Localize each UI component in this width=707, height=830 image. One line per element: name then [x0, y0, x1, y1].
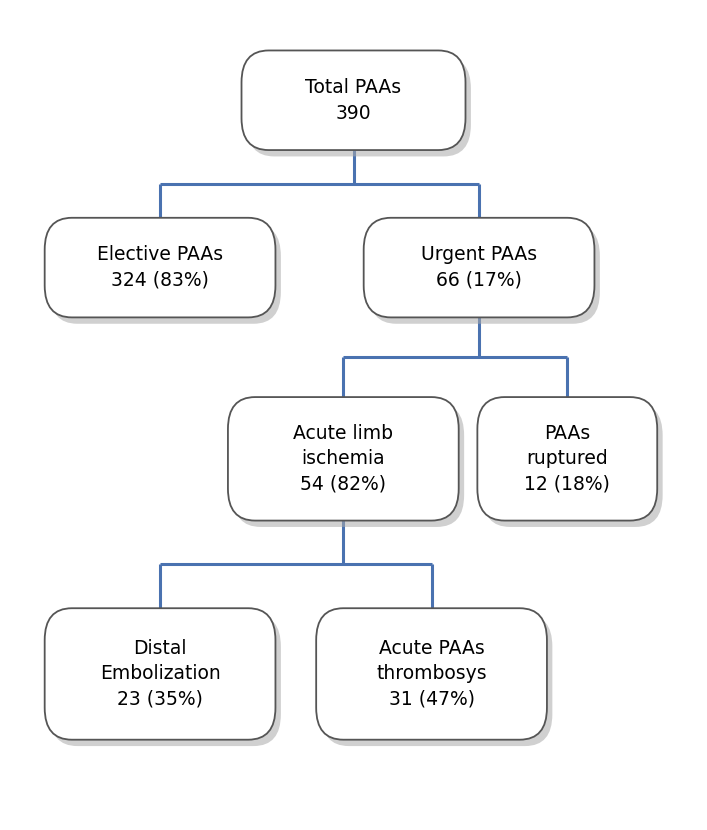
Text: Distal: Distal — [134, 639, 187, 658]
FancyBboxPatch shape — [477, 397, 658, 520]
Text: ischemia: ischemia — [301, 449, 385, 468]
FancyBboxPatch shape — [483, 403, 662, 527]
FancyBboxPatch shape — [247, 56, 471, 156]
Text: ruptured: ruptured — [527, 449, 608, 468]
FancyBboxPatch shape — [45, 217, 276, 317]
Text: Embolization: Embolization — [100, 665, 221, 683]
Text: 66 (17%): 66 (17%) — [436, 271, 522, 290]
Text: Elective PAAs: Elective PAAs — [97, 246, 223, 264]
Text: Acute limb: Acute limb — [293, 424, 393, 443]
Text: PAAs: PAAs — [544, 424, 590, 443]
FancyBboxPatch shape — [233, 403, 464, 527]
FancyBboxPatch shape — [316, 608, 547, 740]
Text: 31 (47%): 31 (47%) — [389, 690, 474, 709]
Text: 54 (82%): 54 (82%) — [300, 475, 386, 494]
FancyBboxPatch shape — [322, 614, 552, 746]
FancyBboxPatch shape — [363, 217, 595, 317]
Text: 324 (83%): 324 (83%) — [111, 271, 209, 290]
FancyBboxPatch shape — [242, 51, 465, 150]
Text: 12 (18%): 12 (18%) — [525, 475, 610, 494]
Text: Total PAAs: Total PAAs — [305, 78, 402, 97]
Text: 23 (35%): 23 (35%) — [117, 690, 203, 709]
FancyBboxPatch shape — [45, 608, 276, 740]
Text: Urgent PAAs: Urgent PAAs — [421, 246, 537, 264]
Text: 390: 390 — [336, 104, 371, 123]
Text: thrombosys: thrombosys — [376, 665, 487, 683]
FancyBboxPatch shape — [50, 614, 281, 746]
Text: Acute PAAs: Acute PAAs — [379, 639, 484, 658]
FancyBboxPatch shape — [369, 224, 600, 324]
FancyBboxPatch shape — [50, 224, 281, 324]
FancyBboxPatch shape — [228, 397, 459, 520]
